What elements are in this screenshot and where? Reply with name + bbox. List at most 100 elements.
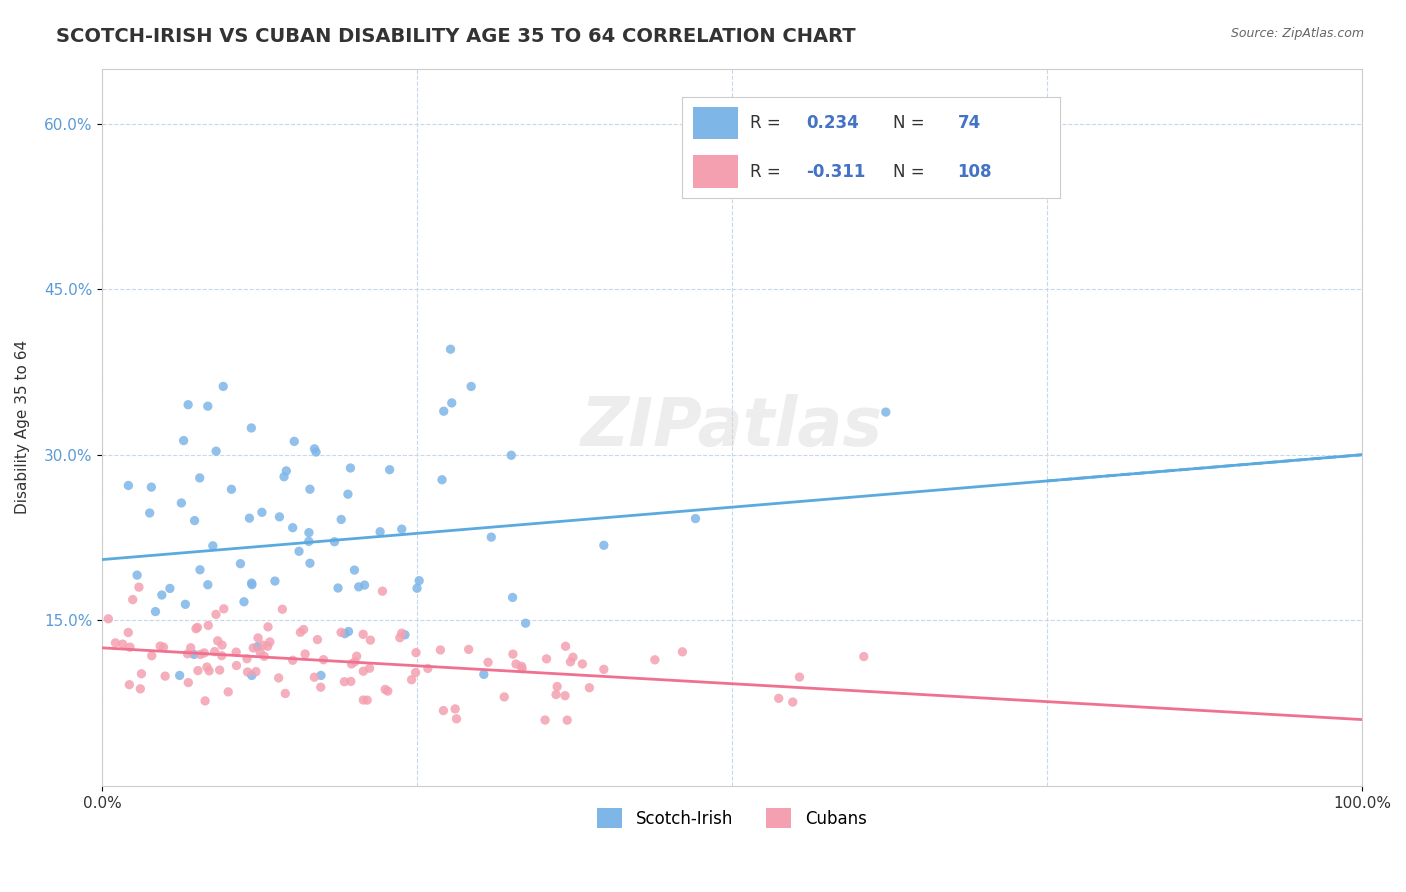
Cubans	[274, 686, 297, 700]
Scotch-Irish	[229, 557, 252, 571]
Scotch-Irish	[337, 624, 360, 639]
Cubans	[267, 671, 290, 685]
Cubans	[405, 646, 427, 660]
Cubans	[534, 713, 557, 727]
Scotch-Irish	[240, 577, 263, 591]
Cubans	[252, 638, 274, 652]
Cubans	[555, 713, 578, 727]
Scotch-Irish	[368, 524, 391, 539]
Cubans	[312, 653, 335, 667]
Cubans	[118, 640, 141, 655]
Scotch-Irish	[430, 473, 453, 487]
Scotch-Irish	[336, 487, 359, 501]
Scotch-Irish	[394, 628, 416, 642]
Scotch-Irish	[183, 514, 205, 528]
Cubans	[186, 620, 208, 634]
Scotch-Irish	[150, 588, 173, 602]
Scotch-Irish	[406, 581, 429, 595]
Cubans	[281, 653, 304, 667]
Scotch-Irish	[250, 505, 273, 519]
Cubans	[259, 635, 281, 649]
Cubans	[352, 665, 374, 679]
Cubans	[429, 643, 451, 657]
Scotch-Irish	[472, 667, 495, 681]
Cubans	[510, 662, 533, 676]
Scotch-Irish	[875, 405, 897, 419]
Scotch-Irish	[685, 511, 707, 525]
Cubans	[212, 602, 235, 616]
Cubans	[294, 647, 316, 661]
Scotch-Irish	[343, 563, 366, 577]
Cubans	[446, 712, 468, 726]
Scotch-Irish	[127, 568, 149, 582]
Scotch-Irish	[246, 640, 269, 654]
Cubans	[225, 658, 247, 673]
Cubans	[205, 607, 228, 622]
Scotch-Irish	[159, 582, 181, 596]
Cubans	[141, 648, 163, 663]
Scotch-Irish	[592, 538, 614, 552]
Scotch-Irish	[174, 598, 197, 612]
Cubans	[560, 655, 582, 669]
Scotch-Irish	[298, 482, 321, 496]
Cubans	[352, 693, 374, 707]
Cubans	[578, 681, 600, 695]
Scotch-Irish	[283, 434, 305, 449]
Cubans	[592, 662, 614, 676]
Cubans	[644, 653, 666, 667]
Y-axis label: Disability Age 35 to 64: Disability Age 35 to 64	[15, 340, 30, 514]
Cubans	[352, 627, 374, 641]
Cubans	[104, 636, 127, 650]
Scotch-Irish	[408, 574, 430, 588]
Cubans	[153, 669, 176, 683]
Scotch-Irish	[439, 342, 461, 356]
Scotch-Irish	[177, 398, 200, 412]
Cubans	[377, 684, 399, 698]
Scotch-Irish	[288, 544, 311, 558]
Cubans	[198, 664, 221, 678]
Cubans	[256, 640, 278, 654]
Scotch-Irish	[212, 379, 235, 393]
Cubans	[128, 580, 150, 594]
Cubans	[225, 645, 247, 659]
Cubans	[359, 633, 381, 648]
Scotch-Irish	[201, 539, 224, 553]
Cubans	[193, 646, 215, 660]
Cubans	[97, 612, 120, 626]
Scotch-Irish	[197, 578, 219, 592]
Scotch-Irish	[326, 581, 349, 595]
Cubans	[416, 661, 439, 675]
Cubans	[207, 633, 229, 648]
Scotch-Irish	[117, 478, 139, 492]
Cubans	[184, 622, 207, 636]
Cubans	[505, 657, 527, 671]
Scotch-Irish	[273, 469, 295, 483]
Text: ZIPatlas: ZIPatlas	[581, 394, 883, 460]
Scotch-Irish	[221, 483, 243, 497]
Scotch-Irish	[433, 404, 456, 418]
Cubans	[111, 637, 134, 651]
Cubans	[131, 666, 153, 681]
Cubans	[671, 645, 693, 659]
Cubans	[211, 638, 233, 652]
Cubans	[356, 693, 378, 707]
Scotch-Irish	[323, 534, 346, 549]
Cubans	[371, 584, 394, 599]
Scotch-Irish	[269, 509, 291, 524]
Scotch-Irish	[502, 591, 524, 605]
Scotch-Irish	[339, 461, 361, 475]
Cubans	[152, 640, 174, 655]
Scotch-Irish	[145, 605, 167, 619]
Cubans	[782, 695, 804, 709]
Cubans	[208, 663, 231, 677]
Scotch-Irish	[460, 379, 482, 393]
Scotch-Irish	[298, 556, 321, 570]
Cubans	[444, 702, 467, 716]
Scotch-Irish	[138, 506, 160, 520]
Cubans	[217, 685, 239, 699]
Cubans	[117, 625, 139, 640]
Scotch-Irish	[515, 616, 537, 631]
Cubans	[477, 656, 499, 670]
Scotch-Irish	[264, 574, 287, 588]
Scotch-Irish	[347, 580, 370, 594]
